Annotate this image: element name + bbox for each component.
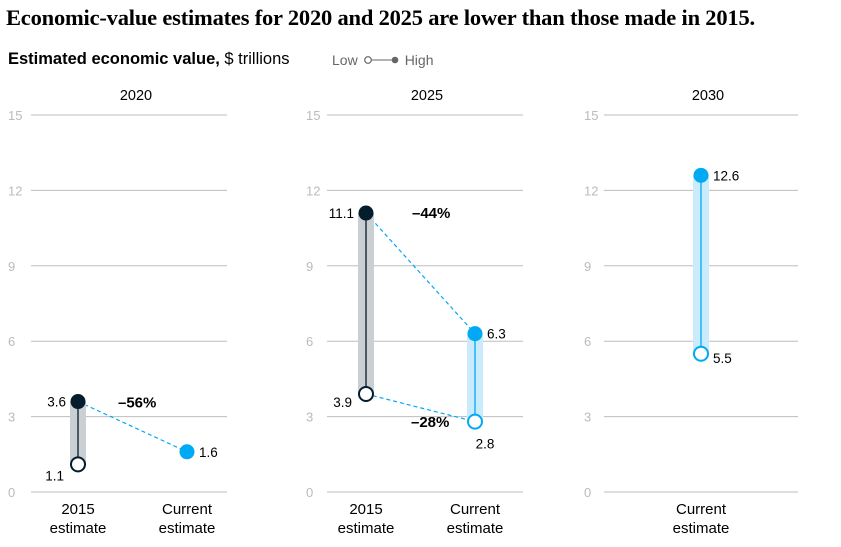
y-tick-label: 3	[8, 410, 15, 425]
high-point	[467, 326, 483, 342]
y-tick-label: 15	[8, 108, 22, 123]
low-value-label: 1.1	[45, 468, 64, 483]
category-label: estimate	[673, 520, 730, 537]
y-tick-label: 15	[584, 108, 598, 123]
high-value-label: 1.6	[199, 445, 218, 460]
y-tick-label: 6	[584, 334, 591, 349]
category-label: 2015	[349, 501, 382, 518]
panel-title: 2020	[120, 88, 152, 104]
low-value-label: 3.9	[333, 395, 352, 410]
subtitle-bold: Estimated economic value,	[8, 50, 220, 68]
y-tick-label: 6	[8, 334, 15, 349]
y-tick-label: 6	[306, 334, 313, 349]
low-point	[358, 385, 374, 402]
high-point	[179, 444, 195, 460]
y-tick-label: 15	[306, 108, 320, 123]
panel-title: 2025	[411, 88, 443, 104]
y-tick-label: 3	[306, 410, 313, 425]
legend-range-icon	[363, 56, 398, 64]
low-point	[467, 413, 483, 430]
change-label: –56%	[118, 395, 156, 412]
category-label: Current	[676, 501, 727, 518]
high-value-label: 3.6	[47, 395, 66, 410]
low-value-label: 2.8	[476, 437, 495, 452]
category-label: estimate	[50, 520, 107, 537]
change-label: –28%	[411, 414, 449, 431]
change-connector	[365, 393, 476, 423]
y-tick-label: 9	[8, 259, 15, 274]
y-tick-label: 12	[8, 183, 22, 198]
y-tick-label: 9	[306, 259, 313, 274]
chart-subtitle: Estimated economic value, $ trillions	[8, 50, 290, 69]
high-value-label: 12.6	[713, 168, 739, 183]
chart-title: Economic-value estimates for 2020 and 20…	[6, 5, 755, 30]
low-point	[693, 345, 709, 362]
category-label: estimate	[159, 520, 216, 537]
y-tick-label: 12	[306, 183, 320, 198]
change-connector	[365, 212, 476, 335]
y-tick-label: 12	[584, 183, 598, 198]
legend: Low High	[332, 52, 433, 68]
change-connector	[77, 400, 188, 453]
category-label: Current	[162, 501, 213, 518]
change-label: –44%	[412, 205, 450, 222]
y-tick-label: 0	[306, 485, 313, 500]
subtitle-unit: $ trillions	[219, 50, 290, 68]
y-tick-label: 0	[8, 485, 15, 500]
high-point	[693, 167, 709, 183]
y-tick-label: 0	[584, 485, 591, 500]
legend-high-label: High	[404, 52, 434, 68]
y-tick-label: 3	[584, 410, 591, 425]
high-value-label: 6.3	[487, 327, 506, 342]
category-label: 2015	[61, 501, 94, 518]
low-value-label: 5.5	[713, 351, 732, 366]
high-value-label: 11.1	[329, 206, 354, 221]
category-label: Current	[450, 501, 501, 518]
y-tick-label: 9	[584, 259, 591, 274]
panel-title: 2030	[692, 88, 724, 104]
category-label: estimate	[447, 520, 504, 537]
category-label: estimate	[338, 520, 395, 537]
low-point	[70, 456, 86, 473]
high-point	[70, 394, 86, 410]
legend-low-label: Low	[332, 52, 358, 68]
high-point	[358, 205, 374, 221]
